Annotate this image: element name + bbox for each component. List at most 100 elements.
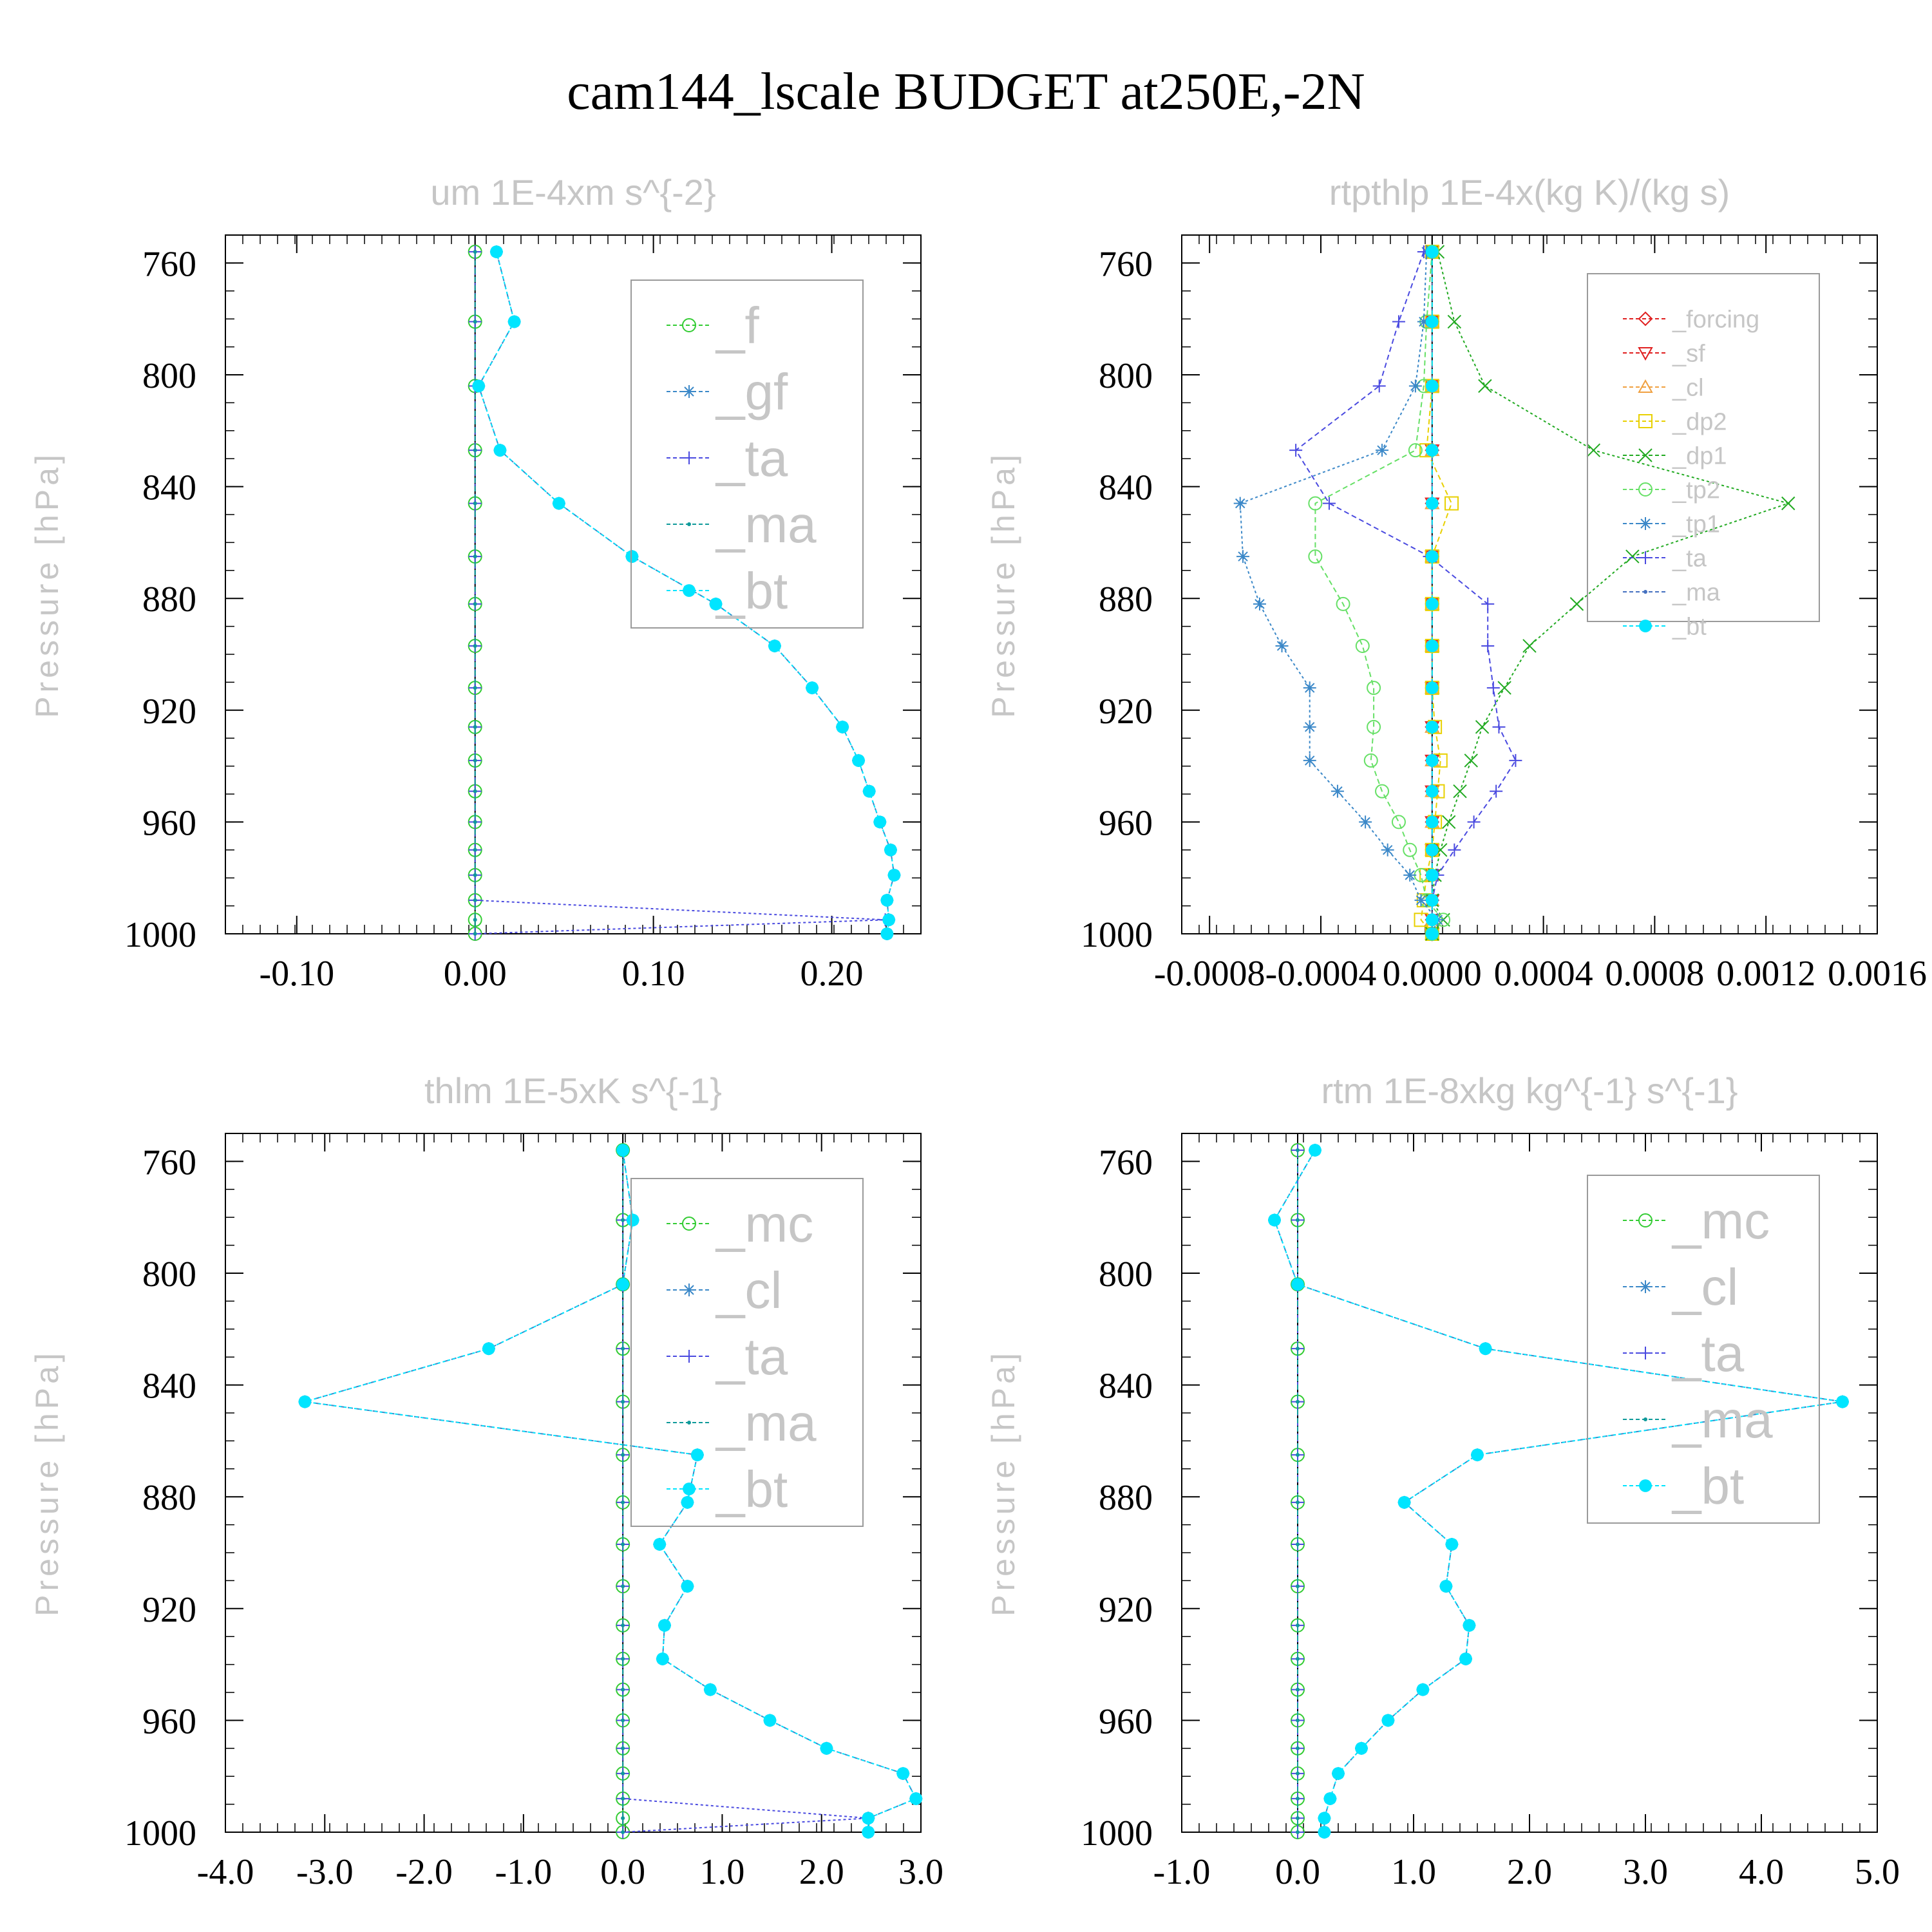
legend-label: _mc	[1671, 1192, 1770, 1249]
data-point	[1268, 1213, 1281, 1227]
legend-marker	[1638, 311, 1653, 327]
panel-title: thlm 1E-5xK s^{-1}	[424, 1070, 722, 1111]
data-point	[1408, 379, 1422, 393]
y-tick-label: 800	[142, 1255, 196, 1294]
legend-label: _bt	[715, 562, 788, 620]
data-point	[1253, 597, 1266, 611]
data-point	[1403, 868, 1417, 882]
data-point	[1376, 444, 1389, 457]
data-point	[1303, 681, 1316, 695]
y-tick-label: 960	[142, 1701, 196, 1741]
x-tick-label: 1.0	[1391, 1852, 1436, 1892]
x-tick-label: 0.10	[622, 954, 685, 994]
data-point	[1444, 496, 1459, 511]
data-point	[1381, 1714, 1395, 1727]
data-point	[882, 913, 896, 927]
data-point	[1836, 1395, 1849, 1408]
data-point	[616, 1144, 630, 1157]
legend-marker	[1643, 590, 1647, 594]
data-point	[1359, 815, 1372, 829]
series-bt	[298, 1144, 923, 1839]
data-point	[1308, 549, 1323, 564]
data-point	[704, 1683, 717, 1696]
y-tick-label: 880	[1099, 1478, 1153, 1518]
legend-marker	[683, 1350, 696, 1363]
data-point	[1372, 379, 1386, 393]
data-point	[1308, 496, 1323, 511]
data-point	[621, 1771, 625, 1776]
x-tick-label: 0.0008	[1605, 954, 1704, 994]
data-point	[473, 758, 477, 762]
y-tick-label: 1000	[1081, 1814, 1153, 1853]
legend-label: _ta	[1672, 545, 1707, 572]
y-tick-label: 1000	[1081, 915, 1153, 955]
data-point	[1331, 784, 1344, 798]
data-point	[880, 927, 894, 940]
data-point	[1309, 1144, 1321, 1157]
x-tick-label: 3.0	[898, 1852, 943, 1892]
x-tick-label: -1.0	[495, 1852, 553, 1892]
data-point	[1381, 843, 1394, 857]
minor-ticks	[225, 235, 921, 934]
x-tick-label: 0.0	[600, 1852, 645, 1892]
legend-label: _sf	[1672, 340, 1705, 367]
plot-frame	[225, 1133, 922, 1833]
data-point	[909, 1792, 923, 1805]
x-tick-label: 1.0	[699, 1852, 744, 1892]
data-point	[656, 1653, 669, 1665]
data-point	[473, 554, 477, 559]
y-tick-label: 1000	[124, 915, 196, 955]
series-line	[305, 1150, 917, 1832]
x-tick-label: 0.0	[1275, 1852, 1320, 1892]
data-point	[1417, 315, 1430, 328]
data-point	[473, 820, 477, 824]
legend-marker	[687, 522, 691, 526]
data-point	[709, 597, 723, 611]
minor-ticks	[225, 1133, 921, 1832]
series-line	[1273, 1150, 1843, 1832]
y-axis-label: Pressure [hPa]	[29, 1349, 65, 1616]
data-point	[626, 1213, 639, 1227]
data-point	[681, 1580, 694, 1593]
legend-marker	[1639, 620, 1652, 632]
y-tick-label: 880	[142, 580, 196, 620]
legend-box	[1587, 1175, 1820, 1524]
data-point	[887, 868, 901, 882]
y-tick-label: 960	[1099, 1701, 1153, 1741]
legend-label: _dp2	[1672, 408, 1727, 435]
legend-label: _bt	[715, 1461, 788, 1518]
data-point	[621, 1746, 625, 1750]
series-bt	[472, 245, 901, 940]
x-tick-label: 4.0	[1739, 1852, 1784, 1892]
y-axis-label: Pressure [hPa]	[985, 451, 1021, 718]
data-point	[1336, 596, 1350, 611]
legend-label: _cl	[1672, 374, 1704, 401]
data-point	[1296, 1500, 1300, 1504]
y-tick-label: 960	[142, 803, 196, 843]
data-point	[1486, 681, 1500, 695]
data-point	[1416, 1683, 1430, 1696]
series-dp1	[1425, 245, 1795, 941]
data-point	[490, 245, 503, 258]
panel-2: rtpthlp 1E-4x(kg K)/(kg s) Pressure [hPa]…	[985, 172, 1927, 994]
series-bt	[1268, 1144, 1849, 1839]
x-tick-label: -2.0	[395, 1852, 453, 1892]
x-tick-label: -3.0	[296, 1852, 354, 1892]
y-tick-label: 920	[142, 692, 196, 732]
figure-title: cam144_lscale BUDGET at250E,-2N	[567, 62, 1365, 120]
data-point	[862, 784, 876, 798]
legend-label: _tp1	[1672, 511, 1720, 538]
data-point	[473, 319, 477, 324]
series-tp1	[1233, 245, 1444, 940]
data-point	[1475, 720, 1490, 734]
legend-label: _ma	[1671, 1391, 1773, 1448]
panel-title: rtpthlp 1E-4x(kg K)/(kg s)	[1329, 172, 1730, 213]
series-line	[305, 1150, 917, 1832]
y-tick-label: 920	[142, 1590, 196, 1630]
data-point	[1425, 379, 1439, 393]
data-point	[621, 1347, 625, 1351]
y-axis-label: Pressure [hPa]	[985, 1349, 1021, 1616]
minor-ticks	[1182, 1133, 1877, 1832]
data-point	[473, 501, 477, 506]
